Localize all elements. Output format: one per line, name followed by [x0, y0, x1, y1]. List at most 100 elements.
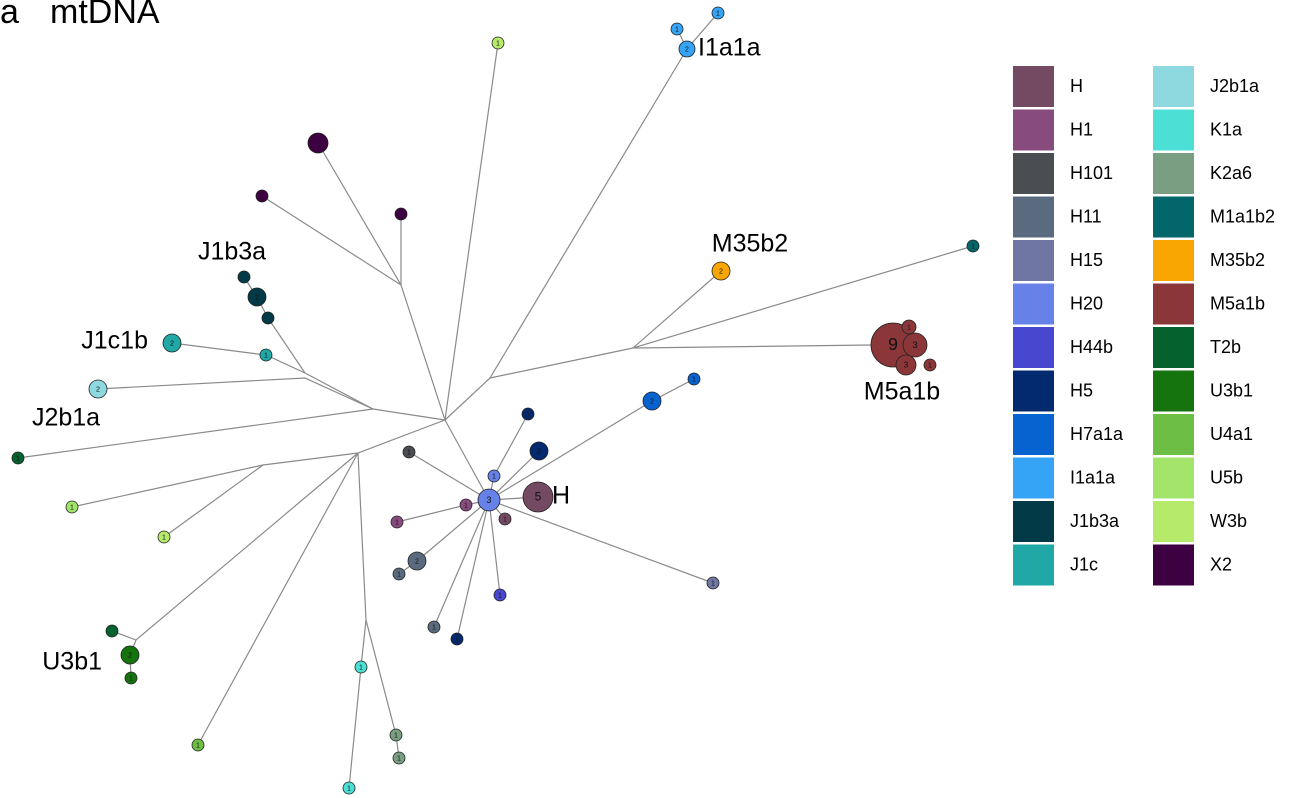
legend-label: H11: [1070, 206, 1102, 226]
node-count: 3: [912, 340, 917, 351]
legend-swatch: [1153, 66, 1194, 107]
legend-label: H7a1a: [1070, 424, 1124, 444]
haplotype-node: [88, 379, 108, 399]
haplotype-node: [642, 391, 662, 411]
node-count: 1: [16, 455, 20, 462]
haplotype-node: [670, 22, 684, 36]
haplotype-node: [354, 660, 368, 674]
legend-swatch: [1153, 153, 1194, 194]
edge: [261, 195, 402, 286]
haplotype-node: [237, 270, 251, 284]
legend-label: H20: [1070, 293, 1103, 313]
haplotype-node: [191, 738, 205, 752]
legend-swatch: [1013, 66, 1054, 107]
node-count: 2: [128, 650, 132, 659]
legend-label: H5: [1070, 380, 1093, 400]
node-count: 1: [498, 592, 502, 599]
haplotype-node: [487, 469, 501, 483]
legend-label: U5b: [1210, 467, 1243, 487]
edge: [171, 342, 446, 421]
node-count: 3: [904, 361, 909, 370]
group-label: H: [552, 482, 570, 510]
legend-swatch: [1013, 327, 1054, 368]
legend-swatch: [1153, 544, 1194, 586]
legend-swatch: [1153, 109, 1194, 151]
node-count: 1: [264, 352, 268, 359]
node-count: 2: [170, 338, 174, 347]
legend-label: K2a6: [1210, 163, 1252, 183]
haplotype-node: [687, 372, 701, 386]
legend-swatch: [1013, 544, 1054, 586]
node-count: 1: [347, 785, 351, 792]
node-count: 2: [255, 292, 259, 301]
node-count: 1: [407, 449, 411, 456]
node-count: 2: [537, 446, 541, 455]
haplotype-node: [261, 311, 275, 325]
haplotype-node: [477, 488, 501, 512]
panel-letter: a: [0, 0, 19, 31]
legend-swatch: [1013, 414, 1054, 455]
haplotype-node: [493, 588, 507, 602]
haplotype-node: [105, 624, 119, 638]
edge: [97, 377, 374, 410]
haplotype-node: [427, 620, 441, 634]
node-count: 1: [162, 534, 166, 541]
haplotype-node: [521, 407, 535, 421]
edge: [163, 464, 264, 538]
haplotype-node: [450, 632, 464, 646]
legend-swatch: [1153, 327, 1194, 368]
node-count: 1: [397, 571, 401, 578]
node-count: 2: [685, 46, 689, 53]
group-label: J2b1a: [32, 404, 100, 432]
node-count: 1: [692, 376, 696, 383]
legend-label: M1a1b2: [1210, 206, 1275, 226]
legend-swatch: [1013, 153, 1054, 194]
legend-label: W3b: [1210, 511, 1247, 531]
legend-swatch: [1153, 196, 1194, 238]
legend-label: H101: [1070, 163, 1113, 183]
edge: [408, 451, 490, 501]
legend-label: U4a1: [1210, 424, 1253, 444]
legend-swatch: [1153, 457, 1194, 499]
legend-label: J1c: [1070, 554, 1098, 574]
legend-label: H44b: [1070, 337, 1113, 357]
node-count: 1: [503, 516, 507, 523]
node-count: 1: [394, 732, 398, 739]
node-count: 1: [196, 742, 200, 749]
legend-label: I1a1a: [1070, 467, 1116, 487]
legend-label: X2: [1210, 554, 1232, 574]
haplotype-node: [402, 445, 416, 459]
node-count: 2: [719, 266, 723, 275]
haplotype-node: [124, 671, 138, 685]
edge: [348, 452, 367, 789]
haplotype-node: [157, 530, 171, 544]
haplotype-node: [678, 40, 696, 58]
haplotype-node: [711, 261, 731, 281]
node-count: 1: [496, 40, 500, 47]
haplotype-node: [498, 512, 512, 526]
legend-label: M5a1b: [1210, 293, 1265, 313]
legend-swatch: [1153, 283, 1194, 325]
legend-swatch: [1013, 240, 1054, 281]
edge: [17, 408, 374, 459]
haplotype-node: [407, 551, 427, 571]
legend-swatch: [1153, 414, 1194, 455]
haplotype-node: [902, 332, 928, 358]
group-label: I1a1a: [698, 34, 761, 62]
haplotype-node: [255, 189, 269, 203]
legend-label: H15: [1070, 250, 1103, 270]
node-count: 1: [359, 664, 363, 671]
legend-label: U3b1: [1210, 380, 1253, 400]
haplotype-node: [392, 751, 406, 765]
node-count: 2: [650, 396, 654, 405]
haplotype-node: [895, 354, 917, 376]
haplotype-node: [389, 728, 403, 742]
legend-swatch: [1153, 240, 1194, 281]
edge: [488, 499, 501, 596]
legend-swatch: [1013, 283, 1054, 325]
group-label: M35b2: [712, 230, 788, 258]
node-count: 1: [129, 675, 133, 682]
node-count: 1: [526, 411, 530, 418]
